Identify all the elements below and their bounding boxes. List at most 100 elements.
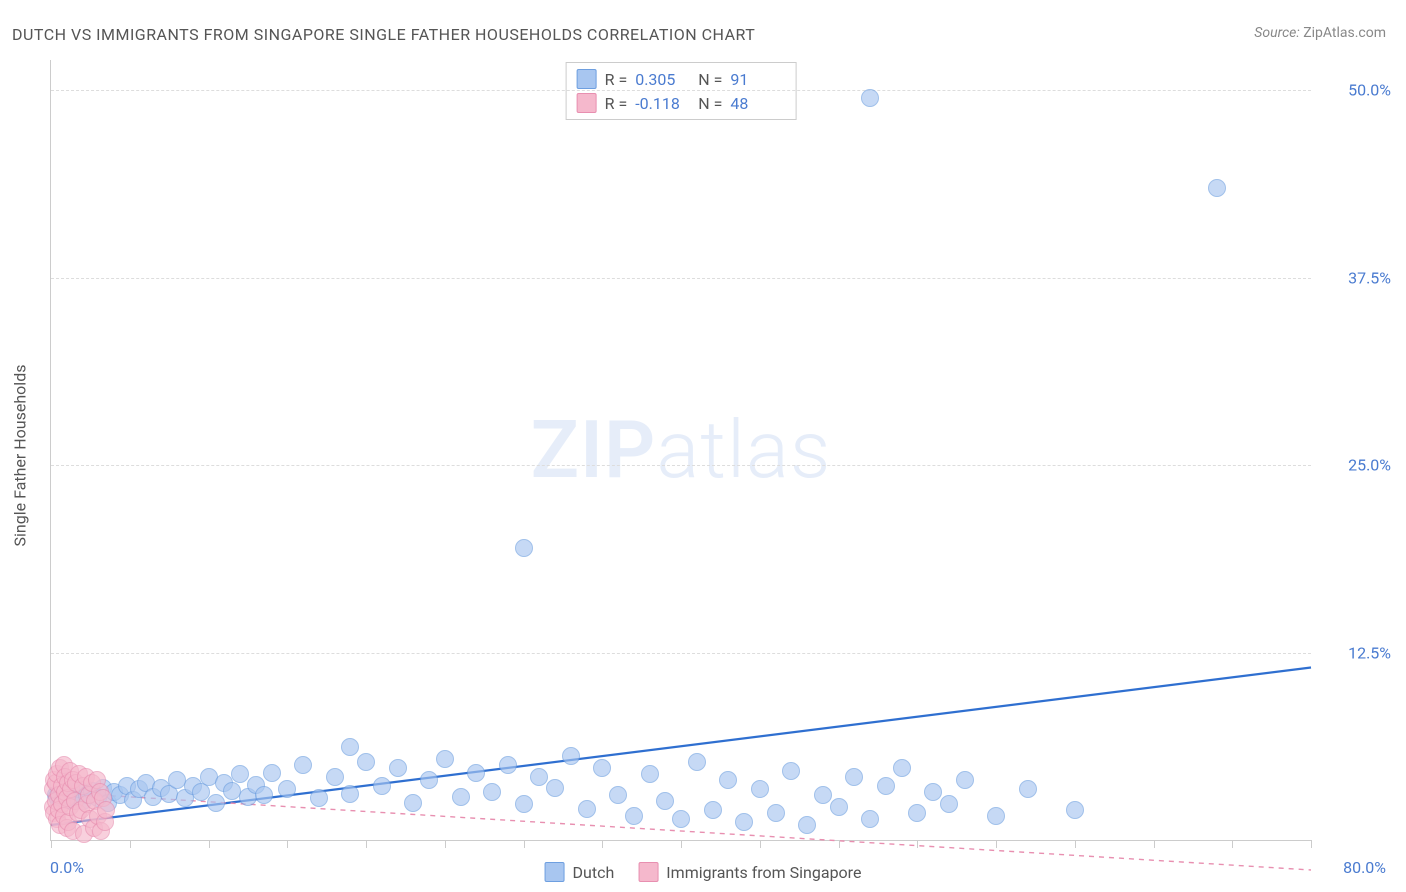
data-point: [782, 762, 800, 780]
data-point: [546, 779, 564, 797]
data-point: [924, 783, 942, 801]
data-point: [861, 810, 879, 828]
legend-item: Dutch: [545, 862, 615, 882]
x-tick: [1075, 840, 1076, 848]
stat-n-value: 48: [730, 94, 785, 113]
source-label: Source:: [1254, 25, 1299, 41]
data-point: [893, 759, 911, 777]
x-tick: [287, 840, 288, 848]
data-point: [593, 759, 611, 777]
gridline: [51, 278, 1311, 279]
data-point: [625, 807, 643, 825]
data-point: [231, 765, 249, 783]
legend-swatch: [638, 862, 658, 882]
legend-stats-box: R = 0.305 N = 91 R =-0.118N =48: [566, 62, 797, 120]
data-point: [641, 765, 659, 783]
data-point: [940, 795, 958, 813]
data-point: [207, 794, 225, 812]
plot-area: ZIPatlas R =0.305N =91R =-0.118N =48 12.…: [50, 60, 1311, 841]
x-tick: [917, 840, 918, 848]
data-point: [530, 768, 548, 786]
data-point: [767, 804, 785, 822]
data-point: [672, 810, 690, 828]
legend-swatch: [577, 93, 597, 113]
data-point: [877, 777, 895, 795]
stat-r-label: R =: [605, 70, 628, 89]
data-point: [1066, 801, 1084, 819]
chart-title: DUTCH VS IMMIGRANTS FROM SINGAPORE SINGL…: [12, 25, 755, 44]
x-tick: [1232, 840, 1233, 848]
x-tick: [760, 840, 761, 848]
chart-container: DUTCH VS IMMIGRANTS FROM SINGAPORE SINGL…: [0, 0, 1406, 892]
data-point: [515, 795, 533, 813]
data-point: [1208, 179, 1226, 197]
y-tick-label: 12.5%: [1321, 643, 1391, 662]
data-point: [326, 768, 344, 786]
data-point: [861, 89, 879, 107]
stat-n-value: 91: [730, 70, 785, 89]
legend-stat-row: R = 0.305 N = 91: [577, 67, 786, 91]
data-point: [908, 804, 926, 822]
x-tick: [209, 840, 210, 848]
trend-line: [51, 792, 1311, 870]
data-point: [609, 786, 627, 804]
x-tick: [681, 840, 682, 848]
x-max-label: 80.0%: [1343, 858, 1386, 877]
y-tick-label: 25.0%: [1321, 456, 1391, 475]
y-axis-label: Single Father Households: [11, 365, 30, 547]
watermark: ZIPatlas: [531, 403, 832, 497]
data-point: [830, 798, 848, 816]
trend-lines: [51, 60, 1311, 840]
data-point: [341, 738, 359, 756]
data-point: [704, 801, 722, 819]
data-point: [436, 750, 454, 768]
data-point: [373, 777, 391, 795]
stat-r-value: -0.118: [635, 94, 690, 113]
x-tick: [1154, 840, 1155, 848]
data-point: [97, 801, 115, 819]
data-point: [688, 753, 706, 771]
legend-swatch: [545, 862, 565, 882]
data-point: [656, 792, 674, 810]
legend-bottom: Dutch Immigrants from Singapore: [545, 862, 862, 882]
data-point: [515, 539, 533, 557]
data-point: [578, 800, 596, 818]
source-value: ZipAtlas.com: [1303, 25, 1386, 41]
data-point: [420, 771, 438, 789]
data-point: [310, 789, 328, 807]
data-point: [255, 786, 273, 804]
watermark-bold: ZIP: [531, 403, 657, 497]
legend-stat-row: R =-0.118N =48: [577, 91, 786, 115]
data-point: [987, 807, 1005, 825]
x-tick: [1311, 840, 1312, 848]
x-tick: [602, 840, 603, 848]
x-tick: [130, 840, 131, 848]
y-tick-label: 50.0%: [1321, 81, 1391, 100]
x-tick: [839, 840, 840, 848]
data-point: [1019, 780, 1037, 798]
data-point: [278, 780, 296, 798]
data-point: [341, 785, 359, 803]
data-point: [389, 759, 407, 777]
gridline: [51, 653, 1311, 654]
y-tick-label: 37.5%: [1321, 268, 1391, 287]
stat-r-value: 0.305: [635, 70, 690, 89]
data-point: [263, 764, 281, 782]
x-tick: [51, 840, 52, 848]
data-point: [404, 794, 422, 812]
x-tick: [524, 840, 525, 848]
data-point: [562, 747, 580, 765]
x-origin-label: 0.0%: [50, 858, 84, 877]
x-tick: [996, 840, 997, 848]
data-point: [751, 780, 769, 798]
data-point: [357, 753, 375, 771]
data-point: [294, 756, 312, 774]
data-point: [719, 771, 737, 789]
legend-swatch: [577, 69, 597, 89]
legend-label: Immigrants from Singapore: [666, 863, 861, 882]
data-point: [735, 813, 753, 831]
watermark-light: atlas: [656, 403, 831, 497]
data-point: [499, 756, 517, 774]
stat-n-label: N =: [698, 70, 722, 89]
data-point: [814, 786, 832, 804]
